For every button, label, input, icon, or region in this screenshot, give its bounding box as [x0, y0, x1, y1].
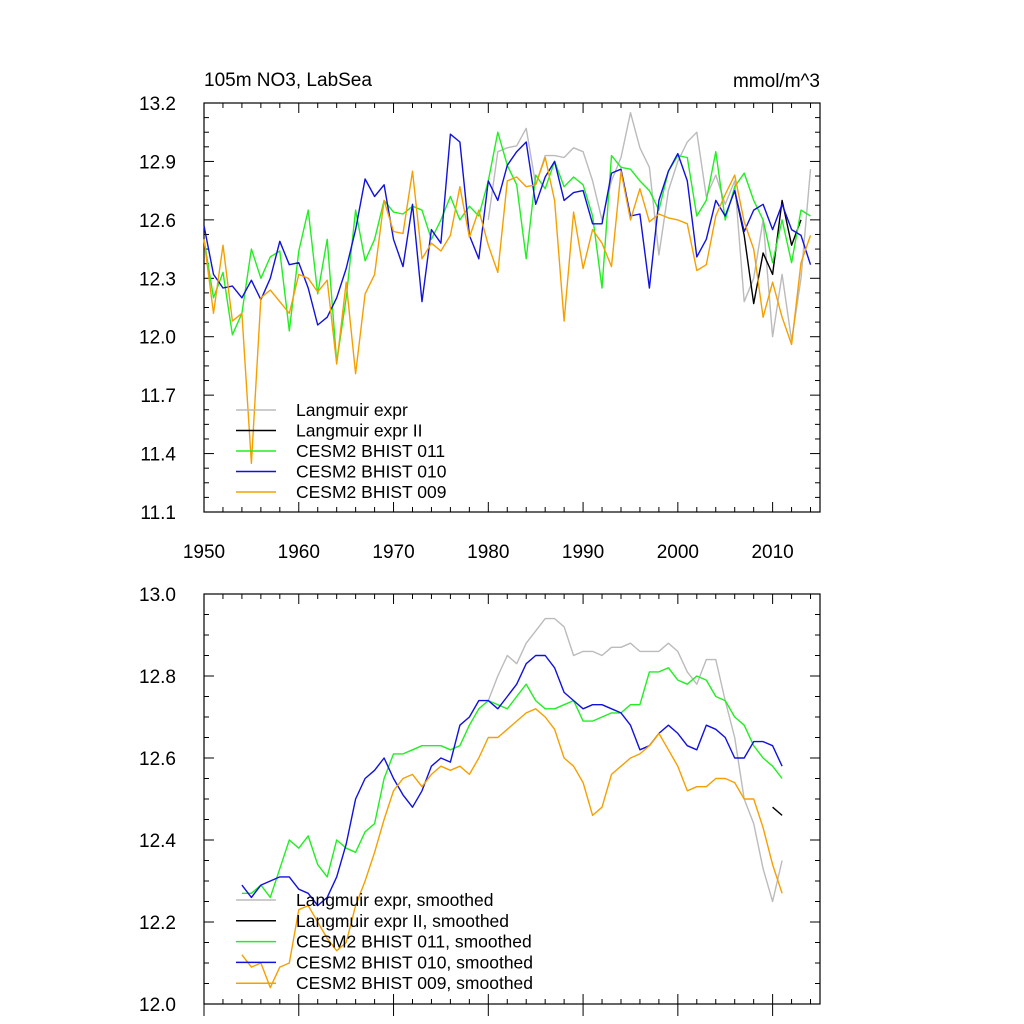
y-tick-label: 12.3 [139, 269, 176, 290]
y-tick-label: 12.4 [139, 831, 176, 852]
legend-label: CESM2 BHIST 011, smoothed [296, 932, 532, 952]
x-tick-label: 1970 [372, 542, 414, 563]
series-line-cesm2-bhist-009 [203, 156, 812, 464]
x-tick-label: 1990 [562, 542, 604, 563]
legend-label: CESM2 BHIST 009 [296, 482, 446, 502]
legend-label: Langmuir expr II [296, 421, 422, 441]
y-tick-label: 12.2 [139, 913, 176, 934]
top-panel-raw: 105m NO3, LabSea mmol/m^3 11.1 11.4 11.7 12… [139, 70, 821, 563]
y-tick-label: 12.6 [139, 749, 176, 770]
y-tick-label: 12.9 [139, 152, 176, 173]
x-tick-label: 1950 [183, 542, 225, 563]
y-tick-label: 13.0 [139, 585, 176, 606]
y-tick-label: 11.4 [140, 445, 176, 466]
legend-label: Langmuir expr [296, 400, 408, 420]
series-line-cesm2-bhist-009-smoothed [241, 708, 783, 989]
chart-title: 105m NO3, LabSea [204, 70, 372, 91]
legend-label: CESM2 BHIST 011 [296, 441, 445, 461]
legend-label: Langmuir expr II, smoothed [296, 911, 509, 931]
series-line-cesm2-bhist-010 [203, 133, 812, 326]
x-tick-label: 1980 [467, 542, 509, 563]
y-tick-label: 12.6 [139, 211, 176, 232]
x-tick-label: 2000 [657, 542, 699, 563]
bottom-panel-smoothed: 12.0 12.2 12.4 12.6 12.8 13.0 Langmuir expr, s… [139, 585, 821, 1016]
y-tick-label: 12.8 [139, 667, 176, 688]
legend-label: CESM2 BHIST 009, smoothed [296, 973, 533, 993]
y-tick-label: 11.7 [140, 386, 176, 407]
series-line-langmuir-expr-ii-smoothed [772, 806, 783, 816]
x-tick-label: 1960 [278, 542, 320, 563]
legend-label: CESM2 BHIST 010, smoothed [296, 952, 533, 972]
series-line-cesm2-bhist-011-smoothed [241, 667, 783, 899]
legend-label: Langmuir expr, smoothed [296, 890, 493, 910]
y-tick-label: 13.2 [139, 94, 176, 115]
legend-label: CESM2 BHIST 010 [296, 462, 447, 482]
series-line-cesm2-bhist-010-smoothed [241, 654, 783, 907]
units-label: mmol/m^3 [733, 71, 820, 92]
y-tick-label: 12.0 [139, 995, 176, 1016]
series-line-langmuir-expr-ii [734, 190, 802, 305]
x-tick-label: 2010 [751, 542, 793, 563]
y-tick-label: 11.1 [140, 503, 176, 524]
series-line-langmuir-expr-smoothed [487, 617, 783, 903]
y-tick-label: 12.0 [139, 328, 176, 349]
